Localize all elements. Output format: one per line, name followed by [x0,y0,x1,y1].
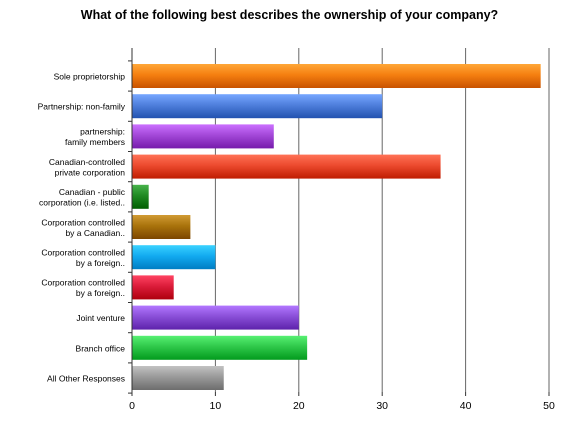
category-label: Branch office [76,343,126,353]
category-label: Corporation controlled [41,247,125,257]
category-label: Sole proprietorship [54,72,126,82]
category-label: private corporation [55,167,126,177]
bar [132,366,224,390]
category-label: partnership: [80,127,125,137]
category-label: Corporation controlled [41,278,125,288]
x-tick-label: 40 [460,400,472,412]
bar [132,184,149,209]
category-label: All Other Responses [47,374,125,384]
category-label: by a foreign.. [76,288,125,298]
bar [132,245,216,270]
bar [132,275,174,300]
category-label: by a foreign.. [76,258,125,268]
category-label: by a Canadian.. [65,228,125,238]
x-tick-label: 50 [543,400,555,412]
bar [132,335,308,360]
bar [132,215,191,239]
category-label: Partnership: non-family [38,102,126,112]
x-tick-label: 30 [376,400,388,412]
category-label: family members [65,137,125,147]
category-label: Corporation controlled [41,217,125,227]
category-label: Canadian-controlled [49,157,125,167]
category-label: Canadian - public [59,187,126,197]
bar [132,94,383,119]
category-label: Joint venture [76,313,125,323]
bar [132,124,274,149]
x-tick-label: 0 [129,400,135,412]
bar [132,154,441,179]
bar [132,305,299,330]
bar [132,64,541,88]
category-label: corporation (i.e. listed.. [39,198,125,208]
x-tick-label: 10 [210,400,222,412]
chart-title: What of the following best describes the… [80,8,499,22]
x-tick-label: 20 [293,400,305,412]
